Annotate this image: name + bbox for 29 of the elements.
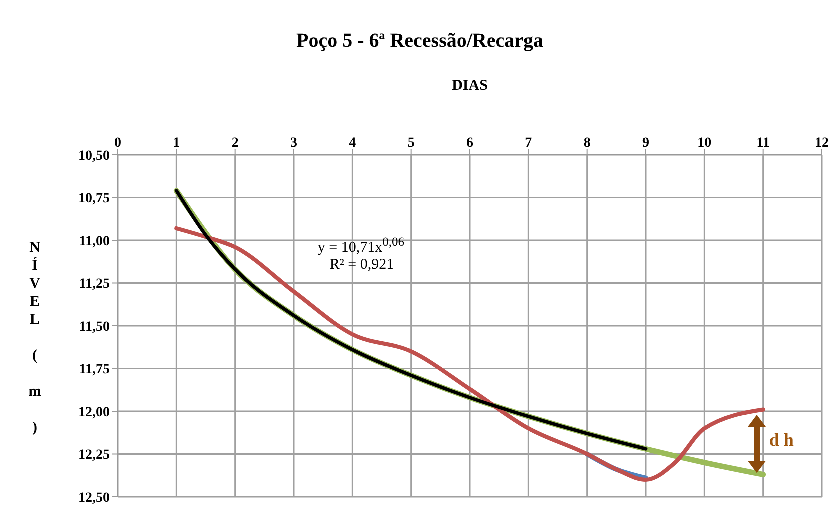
y-tick-label: 12,00 — [78, 405, 110, 420]
y-tick-label: 11,25 — [79, 277, 110, 292]
x-tick-label: 9 — [642, 136, 650, 151]
x-tick-label: 6 — [466, 136, 474, 151]
y-tick-label: 11,75 — [79, 362, 110, 378]
y-tick-label: 10,75 — [78, 192, 110, 207]
annotation: R² = 0,921 — [330, 257, 396, 274]
x-tick-label: 8 — [584, 136, 591, 151]
x-tick-label: 11 — [756, 136, 770, 151]
x-tick-label: 4 — [349, 136, 356, 151]
y-axis-title: NÍVEL ( m ) — [26, 240, 43, 438]
x-tick-label: 2 — [232, 136, 239, 151]
x-tick-label: 12 — [815, 136, 829, 151]
x-tick-label: 7 — [525, 136, 532, 151]
chart-title: Poço 5 - 6ª Recessão/Recarga — [295, 30, 545, 53]
y-tick-label: 10,50 — [78, 148, 110, 164]
line-series — [174, 189, 648, 451]
y-tick-label: 11,00 — [79, 234, 110, 250]
annotation: d h — [769, 430, 794, 452]
y-tick-label: 11,50 — [79, 320, 110, 335]
x-tick-label: 10 — [698, 136, 712, 151]
x-axis-title: DIAS — [451, 78, 489, 95]
x-tick-label: 5 — [408, 136, 415, 151]
x-tick-label: 1 — [173, 136, 180, 151]
x-tick-label: 3 — [290, 136, 298, 151]
x-tick-label: 0 — [114, 136, 122, 151]
annotation: y = 10,71x$^{0,06}$ — [318, 235, 406, 258]
y-tick-label: 12,25 — [78, 448, 110, 464]
y-tick-label: 12,50 — [78, 490, 110, 506]
